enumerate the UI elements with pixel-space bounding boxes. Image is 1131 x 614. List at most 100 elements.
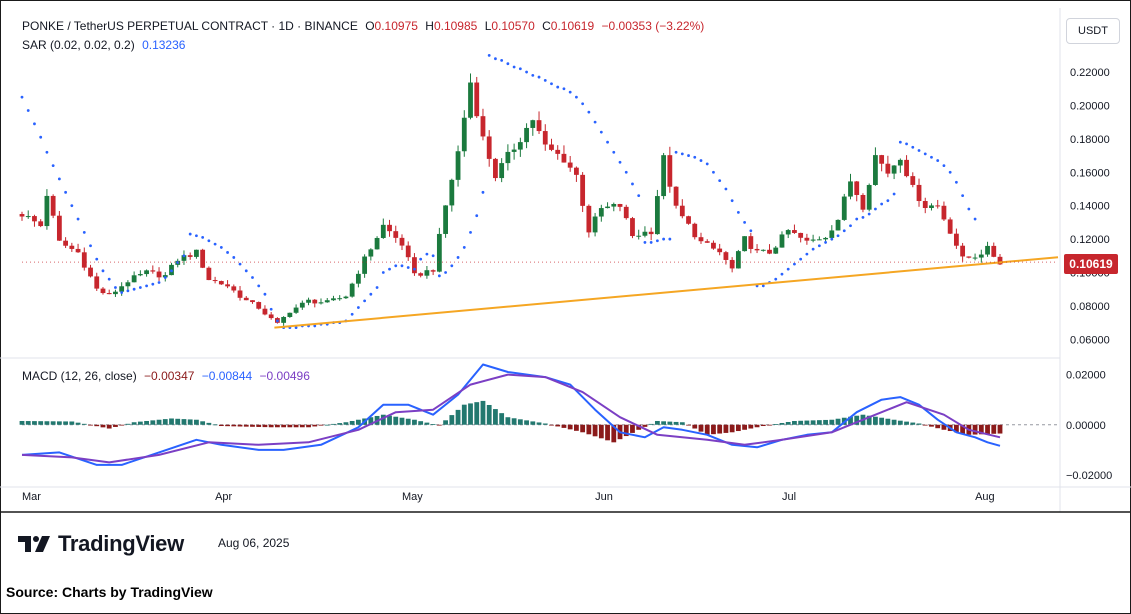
- candle-body: [449, 179, 455, 206]
- brand-name: TradingView: [58, 531, 184, 556]
- macd-histogram-bar: [175, 418, 181, 425]
- macd-histogram-bar: [524, 420, 529, 425]
- candle-body: [312, 299, 318, 304]
- candle-body: [960, 245, 966, 257]
- macd-histogram-bar: [891, 419, 897, 425]
- candle-body: [829, 230, 835, 238]
- macd-histogram-bar: [343, 422, 349, 425]
- macd-histogram-bar: [935, 424, 941, 429]
- candle-body: [754, 248, 760, 251]
- candle-body: [455, 151, 461, 180]
- candle-body: [860, 194, 866, 210]
- candle-body: [368, 249, 374, 257]
- currency-button[interactable]: USDT: [1066, 18, 1120, 44]
- candle-body: [474, 82, 480, 117]
- candle-body: [337, 298, 343, 300]
- sar-dot: [481, 190, 485, 194]
- candle-body: [194, 249, 199, 257]
- macd-histogram-bar: [767, 424, 772, 426]
- candle-body: [75, 248, 81, 253]
- candle-body: [611, 204, 617, 207]
- candle-body: [19, 214, 25, 217]
- symbol-title[interactable]: PONKE / TetherUS PERPETUAL CONTRACT · 1D…: [22, 19, 358, 33]
- sar-dot: [612, 150, 616, 154]
- candle-body: [486, 136, 492, 159]
- sar-dot: [45, 150, 49, 154]
- sar-dot: [743, 220, 746, 224]
- macd-histogram-bar: [997, 424, 1003, 434]
- sar-dot: [905, 142, 908, 146]
- candle-body: [331, 298, 336, 301]
- candle-body: [536, 120, 542, 132]
- macd-histogram-bar: [723, 424, 729, 433]
- candle-body: [841, 196, 847, 220]
- high-label: H: [425, 19, 434, 33]
- sar-dot: [805, 252, 809, 256]
- sar-dot: [761, 284, 765, 288]
- candle-body: [268, 314, 274, 319]
- macd-histogram-bar: [380, 414, 386, 425]
- sar-dot: [687, 154, 690, 157]
- macd-histogram-bar: [879, 417, 885, 425]
- macd-histogram-bar: [131, 422, 137, 425]
- candle-body: [231, 286, 237, 291]
- macd-histogram-bar: [75, 422, 81, 425]
- candle-body: [947, 219, 953, 234]
- candle-body: [119, 286, 125, 292]
- sar-dot: [948, 170, 952, 174]
- candle-body: [181, 255, 187, 261]
- candle-body: [88, 267, 93, 277]
- macd-histogram-bar: [829, 419, 835, 425]
- sar-dot: [39, 135, 43, 139]
- candle-body: [306, 299, 311, 303]
- candle-body: [468, 82, 473, 118]
- candle-body: [642, 231, 648, 236]
- candle-body: [598, 208, 604, 217]
- sar-dot: [76, 217, 80, 221]
- candle-body: [225, 284, 230, 287]
- macd-histogram-bar: [156, 419, 162, 425]
- macd-histogram-bar: [293, 424, 299, 428]
- candle-body: [542, 131, 548, 145]
- candle-body: [524, 127, 529, 143]
- sar-dot: [170, 269, 173, 273]
- tradingview-logo[interactable]: TradingView: [18, 531, 184, 557]
- sar-dot: [961, 194, 965, 198]
- sar-dot: [201, 236, 205, 239]
- sar-dot: [413, 267, 416, 271]
- sar-legend[interactable]: SAR (0.02, 0.02, 0.2) 0.13236: [22, 38, 189, 52]
- candle-body: [250, 300, 255, 303]
- candle-body: [549, 144, 554, 150]
- candle-body: [144, 270, 149, 275]
- sar-dot: [350, 312, 354, 316]
- macd-legend[interactable]: MACD (12, 26, close) −0.00347 −0.00844 −…: [22, 369, 314, 383]
- macd-histogram-bar: [38, 421, 44, 425]
- candle-body: [262, 308, 268, 315]
- candle-body: [461, 117, 467, 152]
- macd-histogram-bar: [835, 418, 841, 425]
- macd-histogram-bar: [243, 424, 249, 427]
- price-tick-label: 0.06000: [1070, 334, 1110, 346]
- sar-dot: [381, 271, 385, 274]
- sar-dot: [257, 284, 261, 288]
- time-tick-label: Jun: [595, 491, 613, 503]
- sar-dot: [849, 224, 852, 228]
- candle-body: [218, 281, 224, 285]
- macd-histogram-bar: [324, 424, 330, 426]
- sar-dot: [855, 217, 859, 221]
- sar-dot: [450, 264, 454, 268]
- sar-dot: [101, 269, 105, 273]
- sar-dot: [33, 122, 36, 126]
- candle-body: [436, 233, 442, 272]
- sar-dot: [57, 177, 61, 181]
- price-tick-label: 0.14000: [1070, 201, 1110, 213]
- candle-body: [25, 216, 31, 218]
- candle-body: [38, 221, 44, 227]
- sar-dot: [718, 179, 722, 183]
- sar-dot: [637, 194, 641, 198]
- candle-body: [848, 181, 853, 197]
- sar-dot: [861, 215, 865, 219]
- sar-dot: [126, 289, 130, 293]
- macd-histogram-bar: [673, 421, 679, 425]
